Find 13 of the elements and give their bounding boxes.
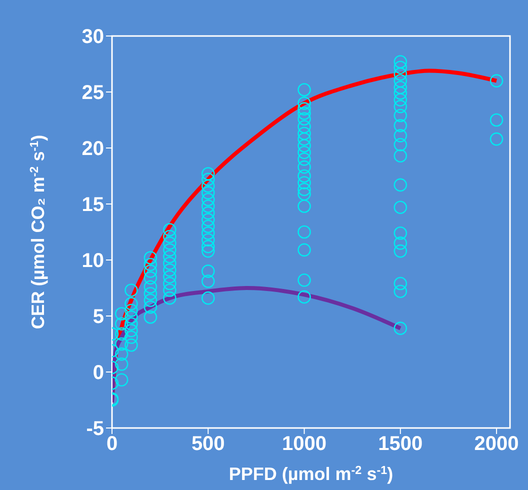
x-tick-label: 1000 [282,433,327,456]
y-tick-label: 15 [82,194,104,216]
x-tick-label: 500 [191,433,225,456]
y-tick-label: 5 [92,306,104,328]
y-tick-label: -5 [86,418,104,440]
y-tick-label: 30 [82,26,104,48]
x-tick-label: 2000 [474,433,519,456]
x-axis-title: PPFD (µmol m$^{-2}$ s$^{-1}$) [228,464,394,484]
y-tick-label: 0 [92,362,104,384]
y-tick-label: 20 [82,138,104,160]
x-tick-label: 1500 [378,433,423,456]
y-tick-label: 10 [82,250,104,272]
y-tick-label: 25 [82,82,104,104]
